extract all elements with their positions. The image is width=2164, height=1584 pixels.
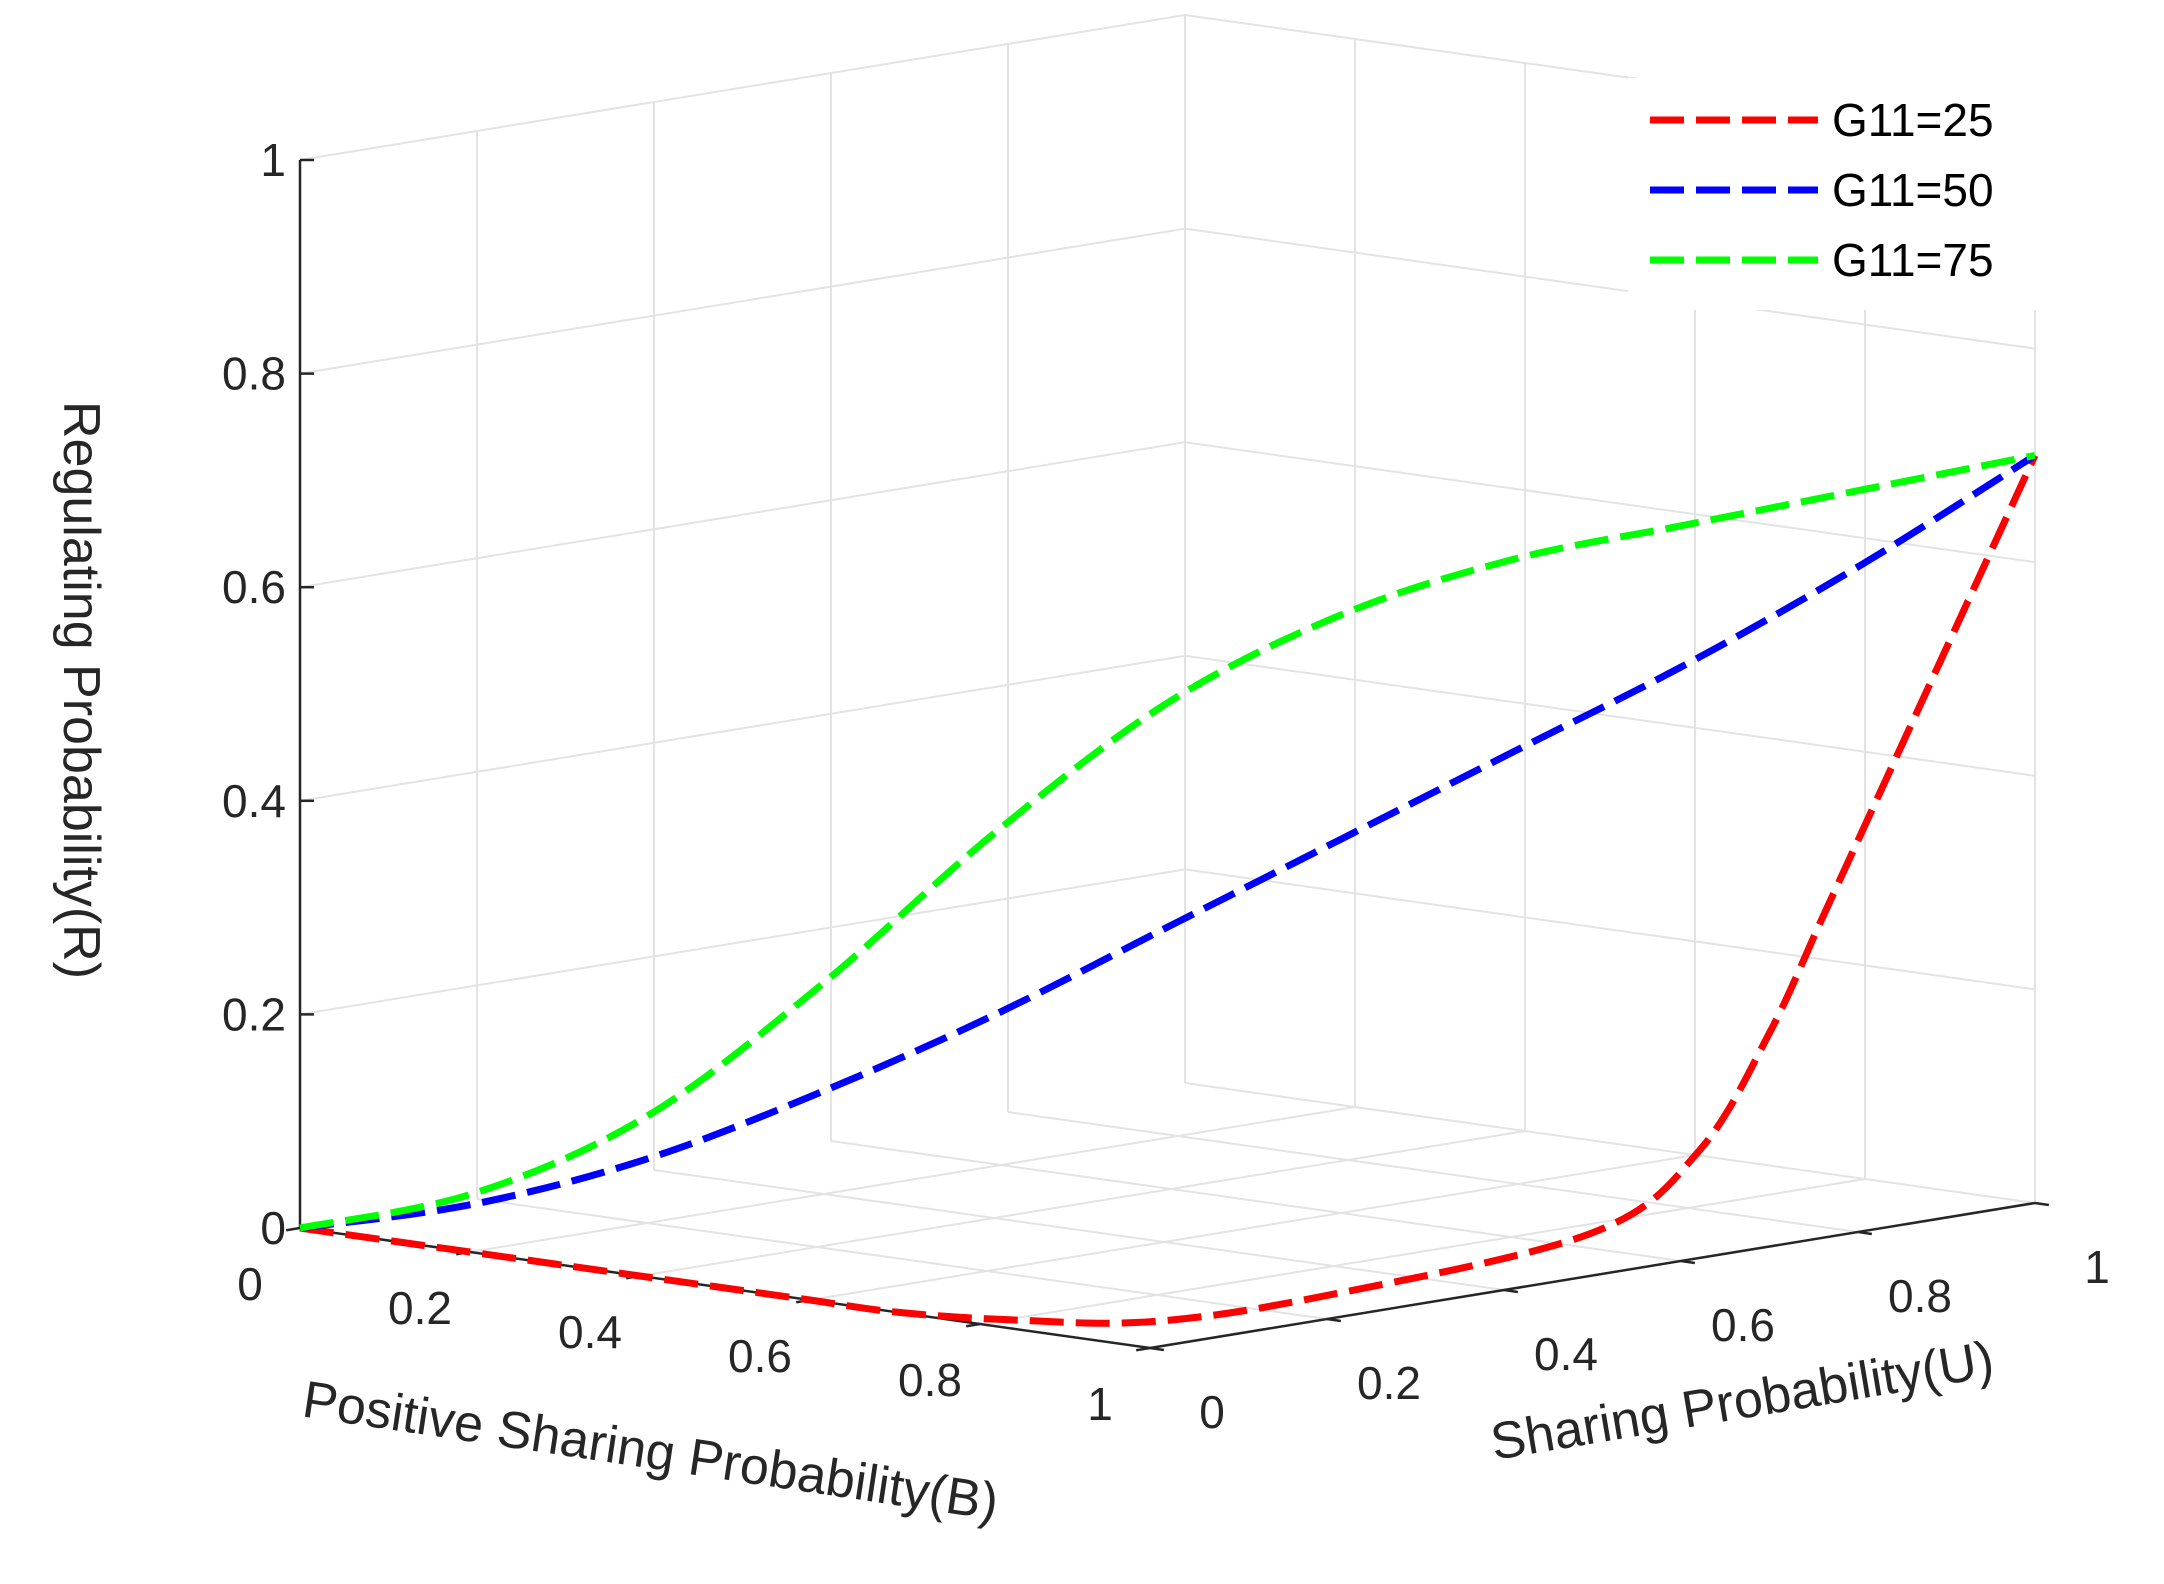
y-tick-mark bbox=[1857, 1230, 1873, 1236]
back-wall-grid-line bbox=[1184, 441, 2036, 564]
y-tick-label: 0.8 bbox=[1888, 1270, 1952, 1322]
z-tick-label: 0.8 bbox=[222, 348, 286, 400]
y-tick-mark bbox=[2034, 1201, 2050, 1207]
floor-grid-line bbox=[830, 1140, 1682, 1262]
series-line bbox=[299, 451, 2036, 1232]
z-tick-label: 0.4 bbox=[222, 775, 286, 827]
tick-labels-layer: 0 0.2 0.4 0.6 0.8 1 0 0.2 0.4 0.6 0.8 1 0 0.2 0.4 0.6 0.… bbox=[222, 134, 2110, 1438]
series-layer bbox=[299, 451, 2039, 1327]
x-tick-label: 0 bbox=[237, 1258, 263, 1310]
y-tick-label: 0.6 bbox=[1711, 1299, 1775, 1351]
legend-entry-label: G11=75 bbox=[1832, 234, 1994, 286]
back-wall-grid-line bbox=[1184, 227, 2036, 350]
series-line bbox=[299, 453, 2039, 1327]
x-tick-label: 0.2 bbox=[388, 1282, 452, 1334]
side-wall-grid-line bbox=[299, 441, 1186, 589]
z-tick-label: 0.6 bbox=[222, 561, 286, 613]
floor-grid-line bbox=[809, 1154, 1696, 1301]
side-wall-grid-line bbox=[299, 14, 1186, 161]
floor-grid-line bbox=[469, 1106, 1356, 1253]
y-tick-mark bbox=[1326, 1317, 1342, 1323]
x-tick-label: 1 bbox=[1087, 1378, 1113, 1430]
legend: G11=25 G11=50 G11=75 bbox=[1628, 78, 2068, 310]
side-wall-grid-line bbox=[299, 654, 1186, 802]
y-tick-label: 0 bbox=[1199, 1386, 1225, 1438]
x-tick-label: 0.6 bbox=[728, 1330, 792, 1382]
floor-grid-line bbox=[1007, 1111, 1859, 1233]
side-wall-grid-line bbox=[299, 868, 1186, 1016]
floor-grid-line bbox=[476, 1198, 1328, 1320]
floor-back-edge bbox=[1184, 1082, 2036, 1204]
x-tick-label: 0.8 bbox=[898, 1354, 962, 1406]
y-tick-mark bbox=[1149, 1346, 1165, 1352]
y-tick-label: 1 bbox=[2084, 1241, 2110, 1293]
x-tick-mark bbox=[285, 1226, 301, 1232]
z-tick-label: 0 bbox=[260, 1202, 286, 1254]
y-tick-label: 0.4 bbox=[1534, 1328, 1598, 1380]
axis-labels-layer: Regulating Probability(R) Positive Sharin… bbox=[52, 401, 1998, 1532]
back-wall-grid-line bbox=[1184, 868, 2036, 991]
y-tick-mark bbox=[1680, 1259, 1696, 1265]
x-tick-label: 0.4 bbox=[558, 1306, 622, 1358]
z-tick-label: 1 bbox=[260, 134, 286, 186]
x-tick-mark bbox=[965, 1322, 981, 1328]
x-axis-label: Positive Sharing Probability(B) bbox=[299, 1371, 1002, 1532]
legend-entry-label: G11=50 bbox=[1832, 164, 1994, 216]
z-axis-label: Regulating Probability(R) bbox=[52, 401, 110, 979]
side-wall-grid-line bbox=[299, 227, 1186, 375]
floor-grid-line bbox=[979, 1178, 1866, 1325]
y-axis-line bbox=[1149, 1201, 2036, 1350]
floor-grid-line bbox=[639, 1130, 1526, 1277]
series-line bbox=[299, 452, 2037, 1232]
floor-grid-line bbox=[653, 1169, 1505, 1291]
x-tick-mark bbox=[1135, 1346, 1151, 1352]
z-tick-label: 0.2 bbox=[222, 988, 286, 1040]
legend-entry-label: G11=25 bbox=[1832, 94, 1994, 146]
y-tick-mark bbox=[1503, 1288, 1519, 1294]
y-tick-label: 0.2 bbox=[1357, 1357, 1421, 1409]
back-wall-grid-line bbox=[1184, 654, 2036, 777]
axes-layer bbox=[285, 158, 2050, 1352]
